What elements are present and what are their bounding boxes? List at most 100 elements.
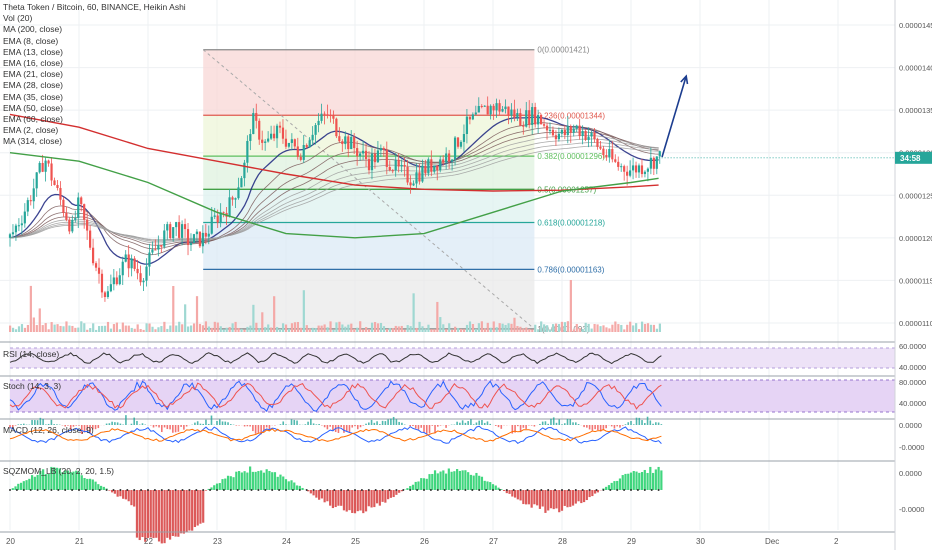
- macd-histogram-bar: [64, 425, 66, 427]
- volume-bar: [169, 325, 172, 332]
- sqzmom-bar: [58, 468, 61, 490]
- candle-body: [240, 178, 243, 188]
- squeeze-dot: [319, 489, 322, 491]
- macd-histogram-bar: [252, 425, 254, 432]
- volume-bar: [204, 321, 208, 332]
- legend-item[interactable]: EMA (60, close): [3, 114, 63, 125]
- current-price-label: 34:58: [900, 154, 921, 163]
- legend-item[interactable]: EMA (50, close): [3, 102, 63, 113]
- volume-bar: [219, 326, 222, 332]
- candle-body: [382, 148, 385, 150]
- macd-histogram-bar: [83, 425, 86, 433]
- volume-bar: [368, 329, 371, 332]
- volume-bar: [575, 324, 578, 332]
- macd-histogram-bar: [575, 422, 577, 425]
- sqzmom-bar: [508, 490, 511, 494]
- macd-histogram-bar: [547, 423, 549, 425]
- legend-item[interactable]: EMA (8, close): [3, 35, 59, 46]
- sqzmom-bar: [213, 485, 216, 490]
- candle-body: [41, 162, 44, 172]
- legend-item[interactable]: EMA (13, close): [3, 46, 63, 57]
- legend-item[interactable]: Vol (20): [3, 13, 33, 24]
- sqzmom-bar: [273, 472, 277, 490]
- volume-bar: [296, 322, 299, 332]
- squeeze-dot: [43, 489, 46, 491]
- fib-level-label: 0.786(0.00001163): [537, 265, 604, 274]
- macd-histogram-bar: [472, 424, 475, 425]
- macd-histogram-bar: [130, 423, 133, 425]
- candle-body: [145, 266, 148, 281]
- volume-bar: [335, 322, 338, 332]
- volume-bar: [154, 329, 157, 332]
- sqzmom-bar: [119, 490, 122, 497]
- stoch-label[interactable]: Stoch (14, 3, 3): [3, 381, 62, 391]
- volume-bar: [195, 296, 199, 332]
- sqzmom-bar: [547, 490, 550, 511]
- volume-bar: [228, 327, 231, 332]
- candle-body: [314, 125, 317, 135]
- volume-bar: [418, 321, 421, 332]
- macd-histogram-bar: [69, 425, 72, 431]
- ma314-line: [9, 152, 659, 239]
- volume-bar: [121, 322, 124, 332]
- volume-bar: [605, 327, 608, 332]
- volume-bar: [175, 325, 178, 332]
- volume-bar: [563, 322, 567, 332]
- rsi-label[interactable]: RSI (14, close): [3, 349, 60, 359]
- candle-body: [572, 128, 575, 133]
- squeeze-dot: [374, 489, 377, 491]
- legend-item[interactable]: EMA (16, close): [3, 58, 63, 69]
- squeeze-dot: [167, 489, 170, 491]
- macd-histogram-bar: [218, 419, 221, 425]
- macd-histogram-bar: [597, 425, 599, 431]
- macd-label[interactable]: MACD (12, 26, close, 9): [3, 425, 94, 435]
- volume-bar: [302, 290, 305, 332]
- sqzmom-bar: [271, 472, 274, 490]
- candle-body: [80, 197, 83, 205]
- sqzmom-bar: [362, 490, 365, 514]
- volume-bar: [118, 329, 121, 332]
- sqzmom-label[interactable]: SQZMOM_LB (20, 2, 20, 1.5): [3, 466, 115, 476]
- volume-bar: [38, 308, 41, 332]
- volume-bar: [323, 324, 326, 332]
- sqzmom-bar: [99, 485, 103, 490]
- candle-body: [602, 148, 605, 156]
- candle-body: [139, 273, 142, 283]
- volume-bar: [385, 329, 389, 332]
- legend-item[interactable]: EMA (21, close): [3, 69, 63, 80]
- legend-item[interactable]: EMA (28, close): [3, 80, 63, 91]
- macd-histogram-bar: [632, 424, 635, 425]
- volume-bar: [124, 325, 127, 332]
- volume-bar: [388, 327, 391, 332]
- macd-histogram-bar: [196, 421, 199, 425]
- legend-item[interactable]: MA (314, close): [3, 136, 63, 147]
- macd-histogram-bar: [141, 423, 144, 425]
- sqzmom-bar: [47, 473, 50, 490]
- volume-bar: [163, 321, 166, 332]
- candle-body: [385, 149, 388, 167]
- volume-bar: [593, 323, 596, 332]
- macd-histogram-bar: [420, 425, 423, 428]
- stoch-d-line: [9, 382, 662, 410]
- legend-item[interactable]: EMA (35, close): [3, 91, 63, 102]
- macd-histogram-bar: [635, 417, 638, 425]
- volume-bar: [397, 326, 400, 332]
- macd-histogram-bar: [80, 425, 83, 434]
- candle-body: [637, 165, 641, 173]
- macd-histogram-bar: [552, 417, 555, 425]
- legend-item[interactable]: MA (200, close): [3, 24, 63, 35]
- squeeze-dot: [436, 489, 439, 491]
- stoch-tick-label: 40.0000: [899, 399, 926, 408]
- legend-item[interactable]: EMA (2, close): [3, 125, 59, 136]
- candle-body: [364, 150, 368, 160]
- squeeze-dot: [264, 489, 267, 491]
- candle-body: [267, 138, 270, 142]
- candle-body: [290, 139, 293, 143]
- candle-body: [599, 146, 602, 149]
- volume-bar: [442, 324, 445, 332]
- sqzmom-bar: [489, 482, 492, 490]
- macd-histogram-bar: [467, 421, 469, 425]
- chart-title[interactable]: Theta Token / Bitcoin, 60, BINANCE, Heik…: [3, 2, 186, 12]
- candle-body: [537, 114, 540, 125]
